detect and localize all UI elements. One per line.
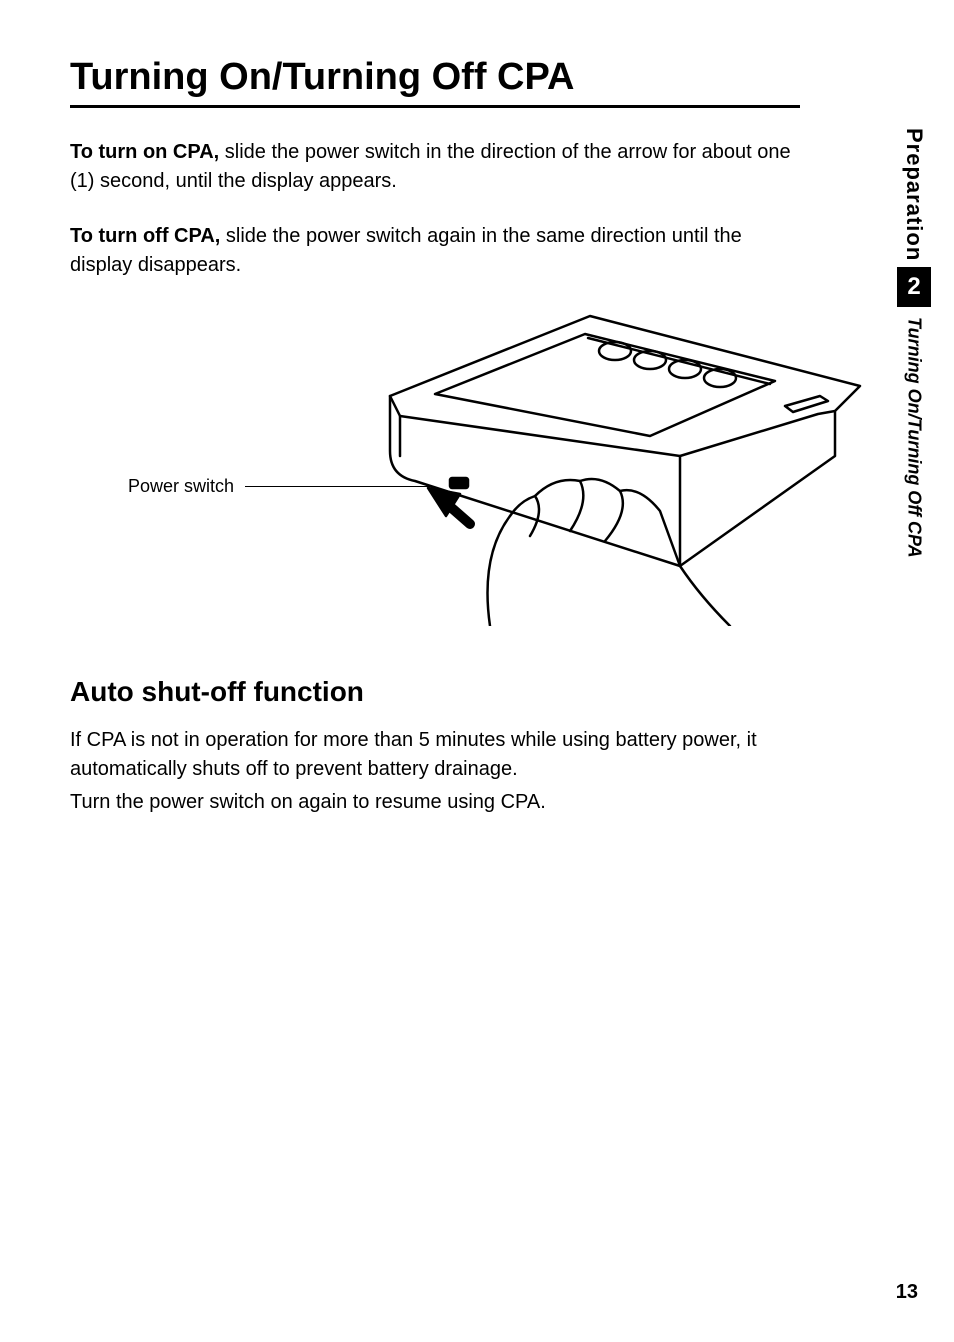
paragraph-auto-shutoff-1: If CPA is not in operation for more than…: [70, 726, 800, 784]
device-illustration: [330, 306, 870, 626]
turn-off-bold: To turn off CPA,: [70, 225, 220, 247]
paragraph-auto-shutoff-2: Turn the power switch on again to resume…: [70, 788, 800, 817]
paragraph-turn-off: To turn off CPA, slide the power switch …: [70, 222, 800, 280]
page-number: 13: [896, 1281, 918, 1304]
side-topic-label: Turning On/Turning Off CPA: [904, 317, 925, 558]
turn-on-bold: To turn on CPA,: [70, 141, 219, 163]
paragraph-turn-on: To turn on CPA, slide the power switch i…: [70, 138, 800, 196]
side-tab: Preparation 2 Turning On/Turning Off CPA: [894, 128, 934, 558]
figure-label: Power switch: [128, 476, 234, 497]
subheading-auto-shutoff: Auto shut-off function: [70, 676, 800, 708]
side-chapter-chip: 2: [897, 267, 931, 307]
figure-container: Power switch: [70, 306, 800, 636]
page-content: Turning On/Turning Off CPA To turn on CP…: [0, 0, 870, 883]
side-section-label: Preparation: [901, 128, 927, 261]
page-title: Turning On/Turning Off CPA: [70, 56, 800, 108]
